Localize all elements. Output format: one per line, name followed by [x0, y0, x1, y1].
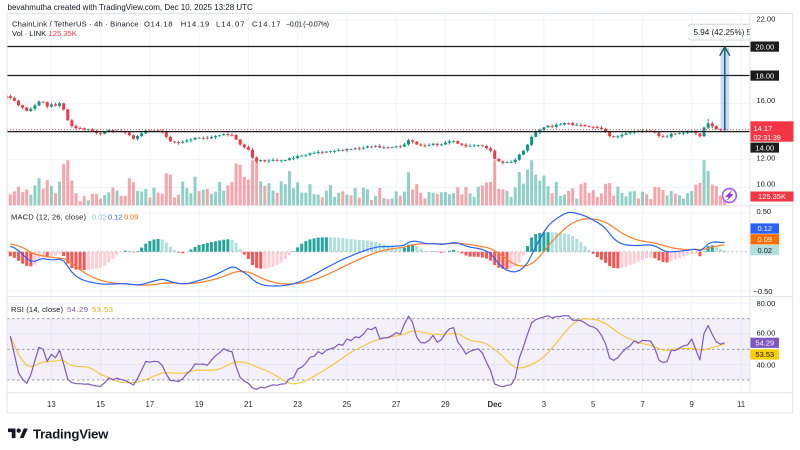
- svg-text:0.12: 0.12: [757, 224, 772, 233]
- svg-text:60.00: 60.00: [757, 329, 776, 338]
- svg-text:25: 25: [343, 400, 352, 409]
- svg-text:40.00: 40.00: [757, 360, 776, 369]
- svg-text:29: 29: [441, 400, 450, 409]
- svg-text:0.12: 0.12: [108, 212, 122, 221]
- svg-text:0.09: 0.09: [124, 212, 138, 221]
- svg-text:bevahmutha created with Tradin: bevahmutha created with TradingView.com,…: [8, 3, 254, 12]
- svg-text:27: 27: [392, 400, 401, 409]
- svg-text:−0.50: −0.50: [754, 287, 773, 296]
- svg-text:53.53: 53.53: [92, 305, 113, 314]
- svg-text:53.53: 53.53: [755, 350, 774, 359]
- svg-text:23: 23: [293, 400, 302, 409]
- svg-text:C14.17: C14.17: [252, 19, 281, 28]
- svg-text:21: 21: [244, 400, 253, 409]
- svg-text:16.00: 16.00: [757, 96, 776, 105]
- svg-text:14.00: 14.00: [755, 143, 774, 152]
- svg-text:0.50: 0.50: [757, 207, 772, 216]
- svg-text:5: 5: [591, 400, 596, 409]
- svg-text:−0.01 (−0.07%): −0.01 (−0.07%): [286, 19, 329, 28]
- svg-text:5.94 (42.25%) 59 ba: 5.94 (42.25%) 59 ba: [694, 28, 768, 37]
- svg-text:54.29: 54.29: [755, 339, 774, 348]
- svg-text:13: 13: [47, 400, 56, 409]
- svg-text:L14.07: L14.07: [216, 19, 245, 28]
- svg-text:0.02: 0.02: [92, 212, 106, 221]
- svg-text:12.00: 12.00: [757, 154, 776, 163]
- svg-text:H14.19: H14.19: [181, 19, 210, 28]
- svg-text:Vol · LINK: Vol · LINK: [12, 29, 46, 38]
- svg-text:19: 19: [195, 400, 204, 409]
- svg-text:7: 7: [640, 400, 644, 409]
- svg-text:22.00: 22.00: [757, 14, 776, 23]
- svg-text:10.00: 10.00: [757, 179, 776, 188]
- svg-text:0.02: 0.02: [757, 246, 772, 255]
- svg-text:3: 3: [542, 400, 546, 409]
- svg-text:Dec: Dec: [488, 400, 503, 409]
- svg-text:0.09: 0.09: [757, 235, 772, 244]
- svg-text:9: 9: [690, 400, 694, 409]
- svg-text:15: 15: [96, 400, 105, 409]
- svg-text:11: 11: [737, 400, 745, 409]
- svg-text:02:31:39: 02:31:39: [754, 135, 781, 142]
- svg-text:20.00: 20.00: [755, 42, 774, 51]
- svg-text:17: 17: [146, 400, 155, 409]
- svg-text:TradingView: TradingView: [33, 426, 109, 441]
- svg-text:ChainLink / TetherUS · 4h · Bi: ChainLink / TetherUS · 4h · Binance: [12, 19, 139, 28]
- svg-text:18.00: 18.00: [755, 71, 774, 80]
- svg-text:RSI (14, close): RSI (14, close): [11, 305, 63, 314]
- svg-text:125.35K: 125.35K: [758, 192, 786, 201]
- svg-text:O14.18: O14.18: [144, 19, 173, 28]
- svg-text:125.35K: 125.35K: [49, 29, 77, 38]
- svg-text:80.00: 80.00: [757, 299, 776, 308]
- svg-text:MACD (12, 26, close): MACD (12, 26, close): [11, 212, 86, 221]
- svg-text:14.17: 14.17: [754, 124, 773, 133]
- svg-text:54.29: 54.29: [67, 305, 88, 314]
